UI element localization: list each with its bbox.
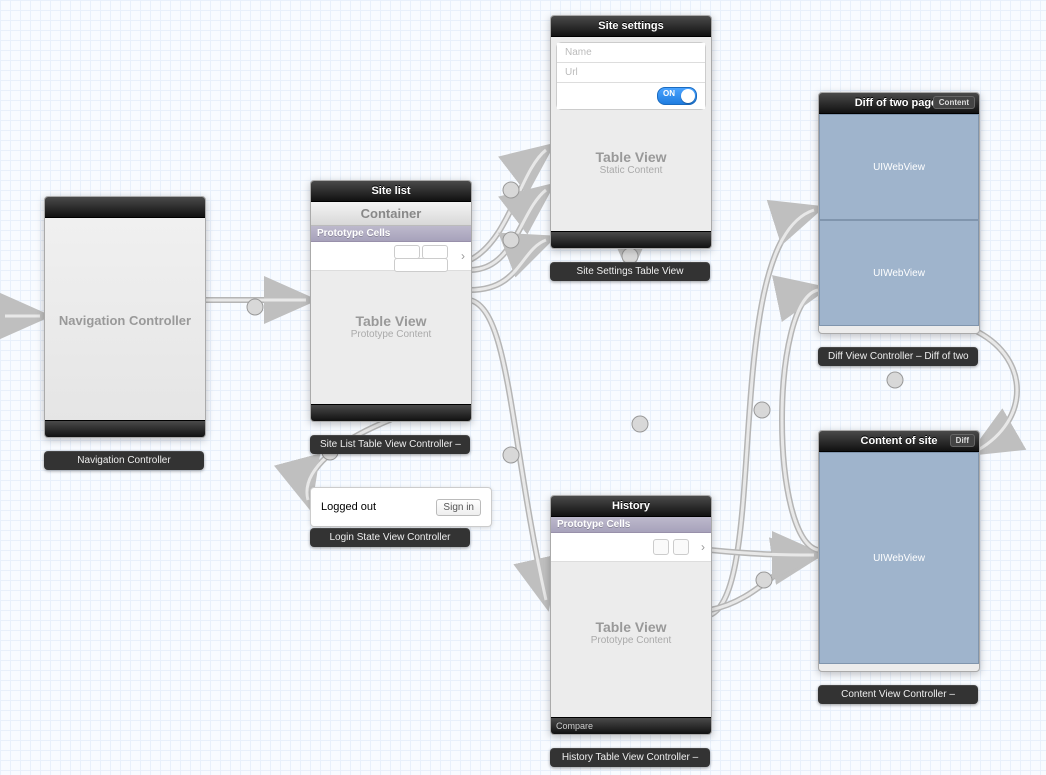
tableview-placeholder: Table View: [595, 619, 666, 635]
scene-label-sitelist: Site List Table View Controller –: [310, 435, 470, 454]
scene-login-state[interactable]: Logged out Sign in: [310, 487, 492, 527]
content-button[interactable]: Content: [933, 96, 975, 109]
container-label: Container: [311, 202, 471, 226]
scene-site-list[interactable]: Site list Container Prototype Cells › Ta…: [310, 180, 472, 422]
chevron-right-icon: ›: [461, 249, 465, 263]
webview-top[interactable]: UIWebView: [819, 114, 979, 220]
tableview-sub: Prototype Content: [351, 329, 432, 340]
signin-button[interactable]: Sign in: [436, 499, 481, 516]
tableview-sub: Static Content: [600, 165, 663, 176]
toolbar: [311, 404, 471, 421]
scene-label-history: History Table View Controller –: [550, 748, 710, 767]
diff-button[interactable]: Diff: [950, 434, 975, 447]
chevron-right-icon: ›: [701, 540, 705, 554]
switch-row[interactable]: ON: [557, 83, 705, 109]
scene-diff[interactable]: Diff of two pages Content UIWebView UIWe…: [818, 92, 980, 334]
name-field[interactable]: Name: [557, 43, 705, 63]
scene-content[interactable]: Content of site Diff UIWebView: [818, 430, 980, 672]
webview[interactable]: UIWebView: [819, 452, 979, 664]
navbar: Site settings: [551, 16, 711, 37]
settings-group: Name Url ON: [556, 42, 706, 110]
prototype-cell[interactable]: ›: [311, 242, 471, 271]
nav-placeholder: Navigation Controller: [59, 313, 191, 328]
navbar-title: History: [612, 500, 650, 512]
navbar-title: Diff of two pages: [855, 97, 944, 109]
scene-label-nav: Navigation Controller: [44, 451, 204, 470]
tableview-placeholder: Table View: [595, 149, 666, 165]
toggle-switch-icon[interactable]: ON: [657, 87, 697, 105]
toolbar[interactable]: Compare: [551, 717, 711, 734]
scene-label-content: Content View Controller –: [818, 685, 978, 704]
scene-site-settings[interactable]: Site settings Name Url ON Table View Sta…: [550, 15, 712, 249]
navbar: Content of site Diff: [819, 431, 979, 452]
scene-label-login: Login State View Controller: [310, 528, 470, 547]
toolbar: [551, 231, 711, 248]
url-field[interactable]: Url: [557, 63, 705, 83]
navbar-title: Site settings: [598, 20, 663, 32]
scene-label-diff: Diff View Controller – Diff of two: [818, 347, 978, 366]
login-status-text: Logged out: [321, 501, 376, 513]
navbar: History: [551, 496, 711, 517]
toolbar: [45, 420, 205, 437]
navbar: Diff of two pages Content: [819, 93, 979, 114]
compare-button[interactable]: Compare: [556, 721, 593, 731]
tableview-sub: Prototype Content: [591, 635, 672, 646]
scene-history[interactable]: History Prototype Cells › Table View Pro…: [550, 495, 712, 735]
navbar-title: Site list: [371, 185, 410, 197]
navbar-title: Content of site: [861, 435, 938, 447]
navbar: Site list: [311, 181, 471, 202]
scene-navigation-controller[interactable]: Navigation Controller: [44, 196, 206, 438]
section-header: Prototype Cells: [311, 226, 471, 242]
scene-label-settings: Site Settings Table View: [550, 262, 710, 281]
tableview-placeholder: Table View: [355, 313, 426, 329]
prototype-cell[interactable]: ›: [551, 533, 711, 562]
section-header: Prototype Cells: [551, 517, 711, 533]
navbar: [45, 197, 205, 218]
webview-bottom[interactable]: UIWebView: [819, 220, 979, 326]
